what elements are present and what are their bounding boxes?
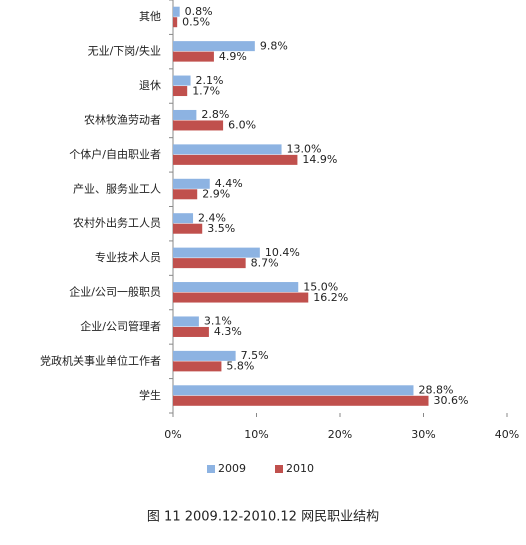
bar bbox=[173, 247, 260, 258]
x-tick-label: 20% bbox=[328, 428, 352, 441]
y-tick-label: 其他 bbox=[139, 10, 161, 23]
value-label: 2.4% bbox=[198, 211, 226, 224]
value-label: 0.8% bbox=[185, 5, 213, 18]
bar bbox=[173, 144, 282, 155]
y-tick-label: 个体户/自由职业者 bbox=[69, 147, 161, 161]
bar bbox=[173, 154, 298, 165]
legend-label: 2009 bbox=[218, 462, 246, 475]
bar bbox=[173, 41, 255, 52]
bar bbox=[173, 326, 209, 337]
x-tick-label: 30% bbox=[411, 428, 435, 441]
value-label: 5.8% bbox=[226, 360, 254, 373]
value-label: 6.0% bbox=[228, 119, 256, 132]
bar bbox=[173, 350, 236, 361]
y-tick-label: 企业/公司一般职员 bbox=[69, 285, 161, 299]
bar bbox=[173, 223, 203, 234]
value-label: 13.0% bbox=[287, 143, 322, 156]
bar bbox=[173, 51, 214, 62]
value-label: 28.8% bbox=[418, 384, 453, 397]
bar bbox=[173, 361, 222, 372]
value-label: 3.5% bbox=[207, 222, 235, 235]
value-label: 2.1% bbox=[196, 74, 224, 87]
bar bbox=[173, 316, 199, 327]
x-tick-label: 40% bbox=[495, 428, 519, 441]
legend-label: 2010 bbox=[286, 462, 314, 475]
y-tick-label: 产业、服务业工人 bbox=[73, 181, 161, 195]
y-tick-label: 专业技术人员 bbox=[95, 250, 161, 264]
value-label: 4.3% bbox=[214, 325, 242, 338]
value-label: 16.2% bbox=[313, 291, 348, 304]
y-tick-label: 无业/下岗/失业 bbox=[88, 45, 161, 58]
x-tick-label: 0% bbox=[164, 428, 181, 441]
value-label: 3.1% bbox=[204, 315, 232, 328]
value-label: 30.6% bbox=[434, 394, 469, 407]
bar bbox=[173, 189, 198, 200]
bar bbox=[173, 6, 180, 17]
value-label: 4.9% bbox=[219, 50, 247, 63]
value-label: 1.7% bbox=[192, 84, 220, 97]
legend-swatch bbox=[207, 465, 215, 473]
y-tick-label: 学生 bbox=[139, 388, 161, 402]
value-label: 15.0% bbox=[303, 280, 338, 293]
bar bbox=[173, 109, 197, 120]
y-tick-label: 农村外出务工人员 bbox=[73, 216, 161, 230]
bar bbox=[173, 178, 210, 189]
value-label: 4.4% bbox=[215, 177, 243, 190]
y-tick-label: 退休 bbox=[139, 79, 161, 92]
value-label: 2.9% bbox=[202, 188, 230, 201]
bar bbox=[173, 292, 309, 303]
bar bbox=[173, 395, 429, 406]
bar bbox=[173, 120, 224, 131]
bar bbox=[173, 213, 194, 224]
bar bbox=[173, 258, 246, 269]
y-tick-label: 农林牧渔劳动者 bbox=[84, 112, 161, 126]
bar bbox=[173, 86, 188, 97]
value-label: 8.7% bbox=[251, 256, 279, 269]
y-tick-label: 企业/公司管理者 bbox=[80, 319, 161, 333]
value-label: 0.5% bbox=[182, 15, 210, 28]
value-label: 14.9% bbox=[302, 153, 337, 166]
value-label: 10.4% bbox=[265, 246, 300, 259]
bar bbox=[173, 75, 191, 86]
x-tick-label: 10% bbox=[244, 428, 268, 441]
value-label: 9.8% bbox=[260, 39, 288, 52]
bar bbox=[173, 282, 299, 293]
legend-swatch bbox=[275, 465, 283, 473]
chart-title: 图 11 2009.12-2010.12 网民职业结构 bbox=[147, 510, 379, 525]
bar bbox=[173, 385, 414, 396]
value-label: 2.8% bbox=[201, 108, 229, 121]
y-tick-label: 党政机关事业单位工作者 bbox=[40, 353, 161, 367]
bar bbox=[173, 17, 178, 28]
value-label: 7.5% bbox=[241, 349, 269, 362]
